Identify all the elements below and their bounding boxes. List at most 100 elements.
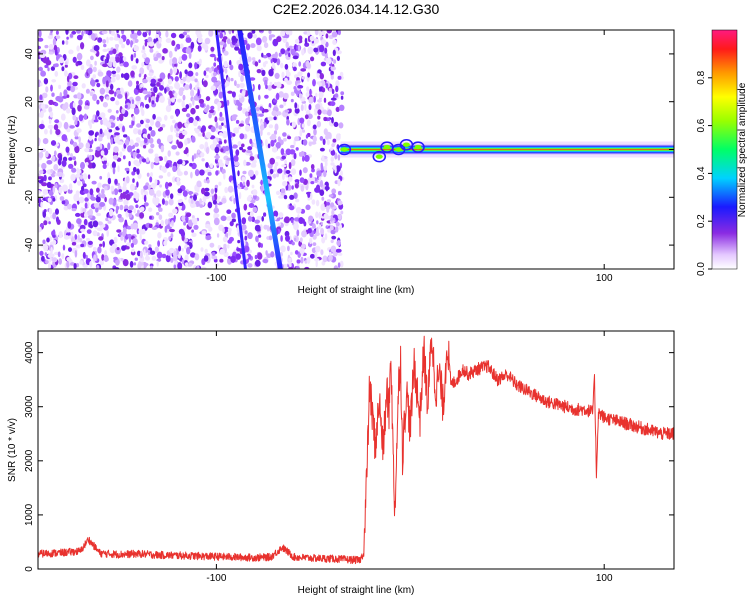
heatmap-noise-cell xyxy=(326,199,331,203)
heatmap-noise-cell xyxy=(45,86,49,93)
heatmap-noise-cell xyxy=(316,220,319,225)
heatmap-noise-cell xyxy=(74,136,79,140)
heatmap-noise-cell xyxy=(310,181,315,185)
heatmap-noise-cell xyxy=(141,49,146,54)
heatmap-noise-cell xyxy=(233,197,236,205)
heatmap-noise-cell xyxy=(237,141,242,147)
heatmap-noise-cell xyxy=(136,181,139,188)
heatmap-noise-cell xyxy=(199,144,205,150)
heatmap-noise-cell xyxy=(78,136,81,144)
heatmap-noise-cell xyxy=(186,113,191,118)
heatmap-noise-cell xyxy=(237,105,243,111)
heatmap-noise-cell xyxy=(185,104,190,110)
heatmap-noise-cell xyxy=(75,244,82,249)
heatmap-noise-cell xyxy=(134,257,138,261)
x-tick-label: 100 xyxy=(596,573,613,584)
heatmap-noise-cell xyxy=(331,188,337,194)
heatmap-noise-cell xyxy=(92,220,99,228)
heatmap-noise-cell xyxy=(275,190,281,195)
heatmap-noise-cell xyxy=(335,106,340,112)
heatmap-noise-cell xyxy=(323,97,327,103)
heatmap-noise-cell xyxy=(143,249,146,256)
heatmap-noise-cell xyxy=(99,128,103,135)
heatmap-noise-cell xyxy=(134,142,139,147)
heatmap-noise-cell xyxy=(284,159,287,166)
heatmap-noise-cell xyxy=(54,70,59,77)
heatmap-noise-cell xyxy=(159,85,164,91)
heatmap-noise-cell xyxy=(168,90,173,96)
heatmap-noise-cell xyxy=(223,243,227,248)
heatmap-noise-cell xyxy=(224,81,230,87)
heatmap-noise-cell xyxy=(292,66,297,72)
heatmap-noise-cell xyxy=(191,155,195,162)
heatmap-noise-cell xyxy=(263,42,269,49)
heatmap-noise-cell xyxy=(286,80,293,85)
heatmap-noise-cell xyxy=(190,89,195,97)
heatmap-noise-cell xyxy=(57,171,63,178)
heatmap-noise-cell xyxy=(314,258,320,262)
heatmap-noise-cell xyxy=(199,204,204,208)
heatmap-noise-cell xyxy=(112,167,116,175)
heatmap-noise-cell xyxy=(211,195,215,202)
heatmap-noise-cell xyxy=(87,162,94,169)
heatmap-noise-cell xyxy=(133,107,140,115)
heatmap-noise-cell xyxy=(124,104,128,109)
heatmap-noise-cell xyxy=(51,92,55,97)
heatmap-noise-cell xyxy=(71,30,77,35)
heatmap-noise-cell xyxy=(136,123,142,128)
heatmap-noise-cell xyxy=(54,102,59,107)
heatmap-noise-cell xyxy=(66,128,71,133)
heatmap-noise-cell xyxy=(148,72,154,77)
heatmap-noise-cell xyxy=(317,99,322,103)
heatmap-noise-cell xyxy=(114,91,117,97)
heatmap-noise-cell xyxy=(62,95,68,99)
heatmap-noise-cell xyxy=(263,224,269,230)
heatmap-noise-cell xyxy=(246,196,252,202)
heatmap-noise-cell xyxy=(215,121,219,129)
heatmap-noise-cell xyxy=(199,169,205,176)
heatmap-noise-cell xyxy=(139,206,145,212)
heatmap-noise-cell xyxy=(291,241,295,246)
heatmap-noise-cell xyxy=(40,148,46,152)
heatmap-noise-cell xyxy=(70,138,73,145)
heatmap-noise-cell xyxy=(316,184,320,191)
heatmap-noise-cell xyxy=(112,73,116,78)
heatmap-noise-cell xyxy=(223,173,226,180)
heatmap-noise-cell xyxy=(214,184,219,189)
heatmap-noise-cell xyxy=(61,66,65,72)
heatmap-noise-cell xyxy=(290,91,295,97)
heatmap-noise-cell xyxy=(156,52,162,58)
heatmap-noise-cell xyxy=(250,43,256,49)
x-tick-label: -100 xyxy=(206,573,226,584)
heatmap-noise-cell xyxy=(330,156,335,163)
heatmap-noise-cell xyxy=(90,55,94,61)
heatmap-noise-cell xyxy=(330,147,333,151)
heatmap-noise-cell xyxy=(147,133,151,140)
heatmap-noise-cell xyxy=(237,170,240,177)
heatmap-noise-cell xyxy=(187,191,194,195)
heatmap-noise-cell xyxy=(197,45,202,52)
heatmap-noise-cell xyxy=(273,82,278,86)
heatmap-noise-cell xyxy=(264,94,269,99)
heatmap-noise-cell xyxy=(67,221,72,229)
heatmap-noise-cell xyxy=(293,192,298,199)
heatmap-noise-cell xyxy=(298,217,304,224)
heatmap-noise-cell xyxy=(99,259,105,266)
heatmap-noise-cell xyxy=(173,66,178,75)
heatmap-noise-cell xyxy=(174,76,179,82)
heatmap-noise-cell xyxy=(211,251,216,256)
heatmap-noise-cell xyxy=(287,245,290,252)
heatmap-noise-cell xyxy=(154,179,158,185)
heatmap-noise-cell xyxy=(312,135,317,143)
heatmap-noise-cell xyxy=(82,251,86,259)
heatmap-noise-cell xyxy=(267,143,271,149)
colorbar-tick-label: 0.0 xyxy=(696,262,707,276)
heatmap-noise-cell xyxy=(106,96,110,101)
heatmap-noise-cell xyxy=(231,30,235,34)
heatmap-noise-cell xyxy=(72,141,78,147)
heatmap-noise-cell xyxy=(309,35,315,42)
heatmap-noise-cell xyxy=(195,72,199,77)
heatmap-noise-cell xyxy=(93,45,100,52)
heatmap-noise-cell xyxy=(99,112,106,119)
heatmap-noise-cell xyxy=(313,128,317,136)
